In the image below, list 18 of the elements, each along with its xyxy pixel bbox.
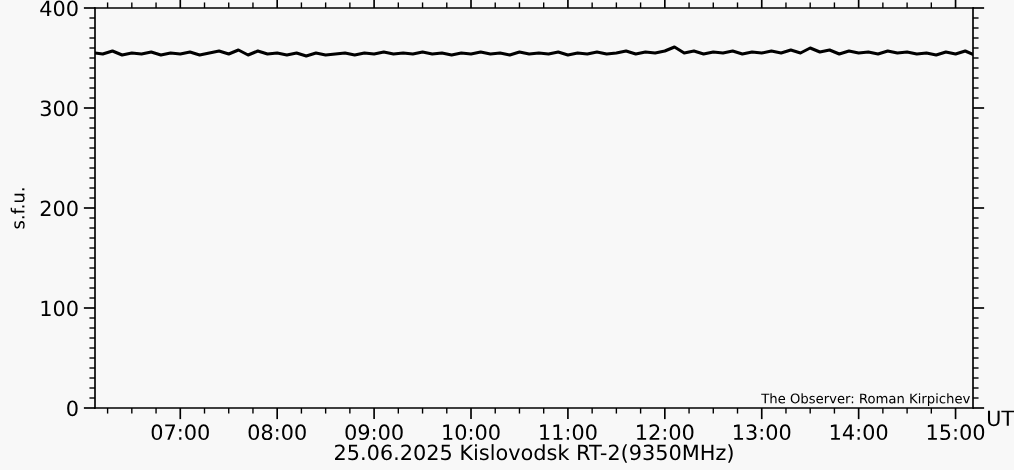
x-tick-label: 12:00 xyxy=(637,424,694,441)
x-tick-label: 13:00 xyxy=(734,424,791,441)
y-tick-label: 0 xyxy=(67,400,78,417)
x-tick-label: 11:00 xyxy=(540,424,597,441)
y-tick-label: 100 xyxy=(41,300,78,317)
x-tick-label: 09:00 xyxy=(345,424,403,441)
x-tick-label: 15:00 xyxy=(927,424,985,441)
x-tick-label: 10:00 xyxy=(443,424,500,441)
x-axis-title: 25.06.2025 Kislovodsk RT-2(9350MHz) xyxy=(335,444,733,463)
x-tick-label: 07:00 xyxy=(151,424,209,441)
x-tick-label: 08:00 xyxy=(248,424,306,441)
y-tick-label: 400 xyxy=(40,0,78,17)
y-axis-title: s.f.u. xyxy=(10,188,25,229)
text: UT xyxy=(987,410,1014,427)
x-tick-label: 14:00 xyxy=(830,424,888,441)
y-tick-label: 300 xyxy=(40,100,78,117)
y-tick-label: 200 xyxy=(40,200,78,217)
annotation: The Observer: Roman Kirpichev xyxy=(761,393,970,406)
